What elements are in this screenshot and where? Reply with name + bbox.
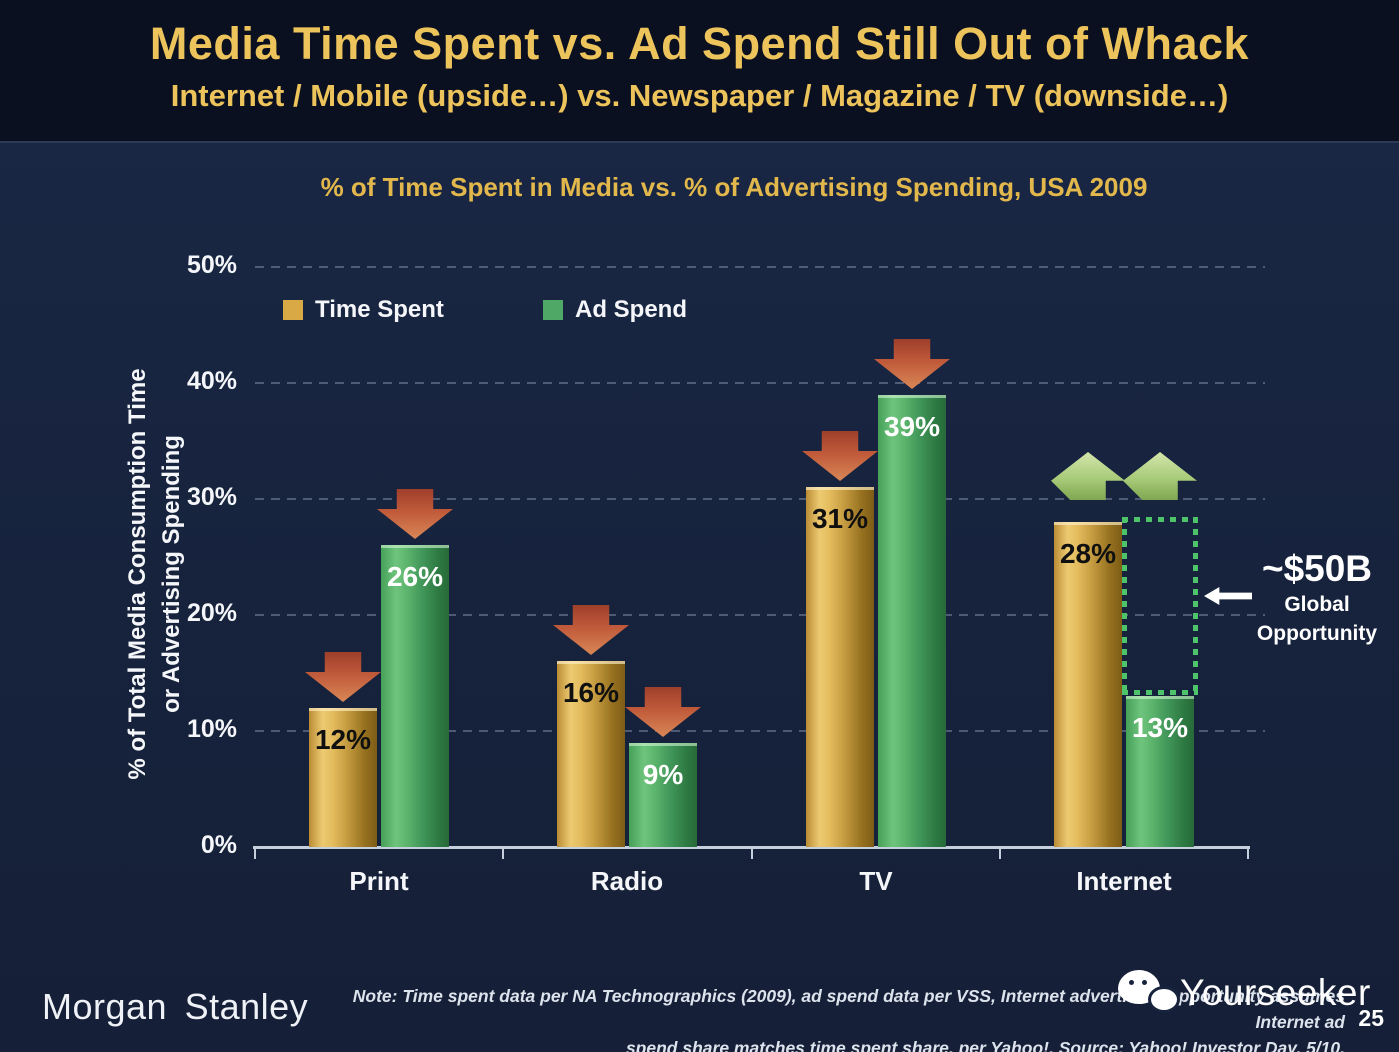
y-tick-label-0: 0% [200, 831, 237, 859]
wechat-icon [1118, 968, 1180, 1018]
gap-box-right-edge [1193, 517, 1198, 695]
page-number: 25 [1358, 1005, 1384, 1031]
category-label-radio: Radio [590, 866, 664, 896]
page-subtitle: Internet / Mobile (upside…) vs. Newspape… [170, 78, 1229, 113]
opportunity-annotation: ~$50B Global Opportunity [1242, 548, 1392, 648]
bar-value-label: 26% [386, 561, 444, 592]
down-arrow-icon [802, 431, 878, 481]
chart-title: % of Time Spent in Media vs. % of Advert… [320, 172, 1148, 202]
morgan-stanley-logo: Morgan Stanley [42, 986, 309, 1027]
y-axis-title-line1: % of Total Media Consumption Time [124, 368, 151, 780]
bar-value-label: 12% [314, 724, 372, 755]
bar-value-label: 28% [1059, 538, 1117, 569]
bar-radio-time-spent: 16% [557, 661, 625, 847]
legend-item-time-spent: Time Spent [283, 296, 444, 324]
bar-internet-time-spent: 28% [1054, 522, 1122, 847]
x-axis-tick [1247, 848, 1249, 859]
up-arrow-icon [1051, 452, 1125, 500]
category-label-print: Print [349, 866, 409, 896]
gap-box-top-edge [1122, 517, 1198, 522]
down-arrow-icon [553, 605, 629, 655]
x-axis-line [253, 846, 1250, 849]
header-band: Media Time Spent vs. Ad Spend Still Out … [0, 0, 1399, 143]
gridline-30 [255, 498, 1265, 500]
x-axis-tick [999, 848, 1001, 859]
category-label-internet: Internet [1076, 866, 1172, 896]
opportunity-line2: Opportunity [1256, 622, 1378, 645]
gap-box-bottom-edge [1122, 690, 1198, 695]
bar-value-label: 13% [1131, 712, 1189, 743]
source-note: Note: Time spent data per NA Technograph… [305, 983, 1345, 1052]
y-tick-label-30: 30% [186, 483, 237, 511]
down-arrow-icon [377, 489, 453, 539]
gap-box-left-edge [1122, 517, 1127, 695]
bar-value-label: 39% [883, 411, 941, 442]
category-label-tv: TV [859, 866, 893, 896]
bar-tv-time-spent: 31% [806, 487, 874, 847]
y-tick-label-20: 20% [186, 599, 237, 627]
y-tick-label-40: 40% [186, 367, 237, 395]
page-title: Media Time Spent vs. Ad Spend Still Out … [149, 18, 1250, 69]
bar-internet-ad-spend: 13% [1126, 696, 1194, 847]
legend-label: Time Spent [315, 296, 444, 323]
time-spent-swatch-icon [283, 300, 303, 320]
up-arrow-icon [1123, 452, 1197, 500]
gridline-20 [255, 614, 1265, 616]
y-axis-title: % of Total Media Consumption Time or Adv… [121, 264, 189, 884]
y-axis-title-line2: or Advertising Spending [158, 435, 185, 713]
gridline-10 [255, 730, 1265, 732]
x-axis-tick [502, 848, 504, 859]
bar-value-label: 9% [642, 759, 684, 790]
y-tick-label-10: 10% [186, 715, 237, 743]
down-arrow-icon [305, 652, 381, 702]
x-axis-tick [254, 848, 256, 859]
bar-print-time-spent: 12% [309, 708, 377, 847]
y-tick-label-50: 50% [186, 251, 237, 279]
gridline-40 [255, 382, 1265, 384]
watermark: Yourseeker [1118, 968, 1371, 1018]
legend-item-ad-spend: Ad Spend [543, 296, 687, 324]
watermark-text: Yourseeker [1180, 972, 1371, 1013]
gridline-50 [255, 266, 1265, 268]
bar-print-ad-spend: 26% [381, 545, 449, 847]
bar-tv-ad-spend: 39% [878, 395, 946, 847]
legend-label: Ad Spend [575, 296, 687, 323]
opportunity-line1: Global [1284, 593, 1350, 616]
x-axis-tick [751, 848, 753, 859]
source-note-line1: Note: Time spent data per NA Technograph… [352, 986, 1345, 1032]
opportunity-value: ~$50B [1261, 548, 1373, 589]
bar-value-label: 16% [562, 677, 620, 708]
opportunity-gap-box [1122, 517, 1198, 695]
bar-value-label: 31% [811, 503, 869, 534]
bar-radio-ad-spend: 9% [629, 743, 697, 847]
source-note-line2: spend share matches time spent share, pe… [625, 1038, 1345, 1052]
ad-spend-swatch-icon [543, 300, 563, 320]
